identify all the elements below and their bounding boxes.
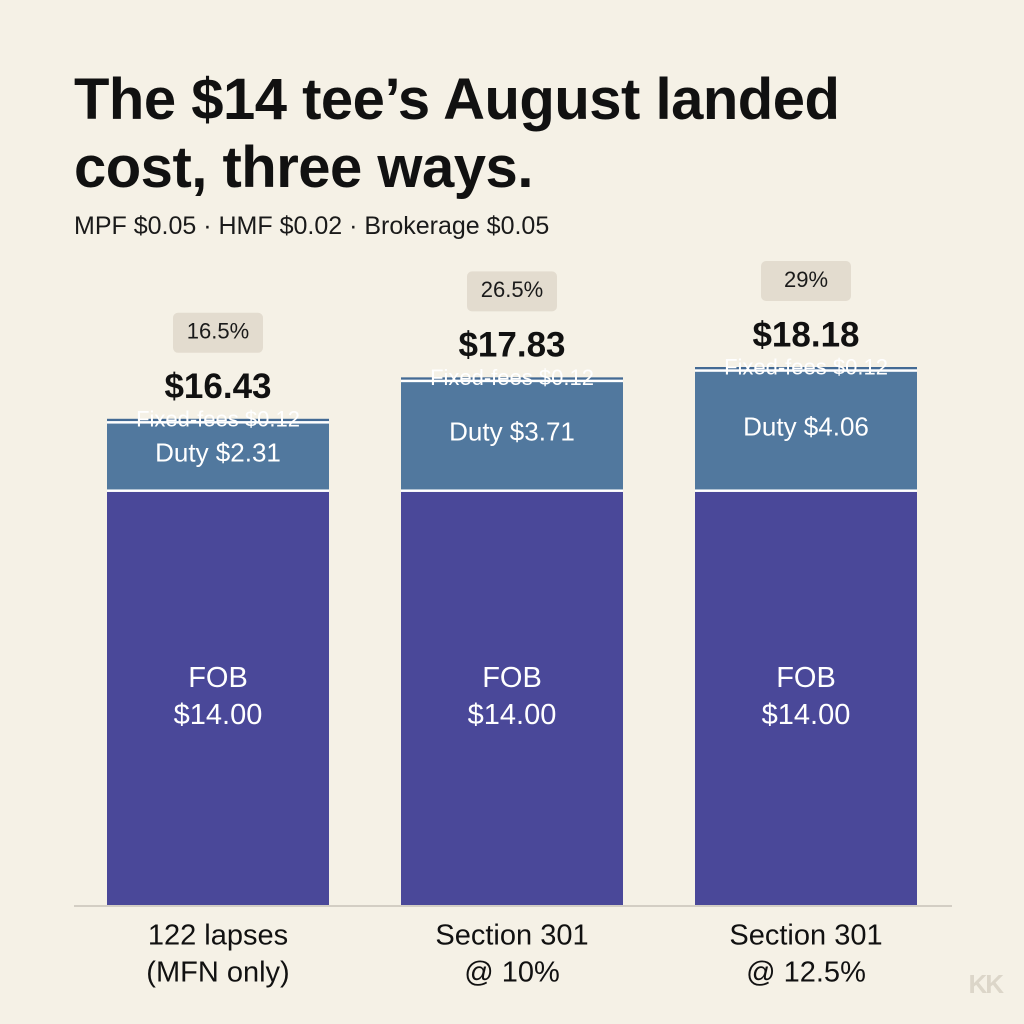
category-label: Section 301	[435, 920, 588, 952]
category-label: Section 301	[729, 920, 882, 952]
duty-segment	[401, 380, 623, 491]
category-label: (MFN only)	[146, 957, 289, 989]
category-label: @ 10%	[464, 957, 560, 989]
duty-label: Duty $3.71	[449, 417, 575, 447]
fob-segment	[695, 490, 917, 905]
fob-label: FOB	[188, 662, 248, 694]
chart-title-line-1: The $14 tee’s August landed	[74, 67, 840, 132]
segment-separator	[695, 489, 917, 492]
bar-group-1: FOB $14.00 Duty $2.31 Fixed-fees $0.12$16.4…	[107, 312, 329, 989]
duty-rate-label: 26.5%	[481, 277, 543, 302]
segment-separator	[107, 421, 329, 424]
bar-total-label: $18.18	[752, 315, 859, 354]
segment-separator	[695, 369, 917, 372]
fob-label: $14.00	[468, 699, 557, 731]
duty-segment	[695, 370, 917, 491]
duty-label: Duty $4.06	[743, 411, 869, 441]
chart-subtitle: MPF $0.05 · HMF $0.02 · Brokerage $0.05	[74, 212, 550, 240]
duty-label: Duty $2.31	[155, 437, 281, 467]
bar-group-2: FOB $14.00 Duty $3.71 Fixed-fees $0.12$17.8…	[401, 271, 623, 989]
category-label: 122 lapses	[148, 920, 288, 952]
duty-rate-badge	[467, 271, 557, 312]
fixed-fees-label: Fixed-fees $0.12	[430, 365, 594, 390]
bar-group-3: FOB $14.00 Duty $4.06 Fixed-fees $0.12$18.1…	[695, 261, 917, 989]
duty-rate-badge	[761, 261, 851, 301]
bar-total-label: $16.43	[164, 367, 271, 406]
fixed-fees-segment	[401, 377, 623, 381]
fob-label: FOB	[776, 662, 836, 694]
duty-segment	[107, 422, 329, 491]
segment-separator	[107, 489, 329, 492]
duty-rate-label: 29%	[784, 267, 828, 292]
fixed-fees-segment	[695, 367, 917, 371]
segment-separator	[401, 489, 623, 492]
fob-segment	[401, 490, 623, 905]
fob-label: $14.00	[174, 699, 263, 731]
segment-separator	[401, 379, 623, 383]
category-label: @ 12.5%	[746, 957, 866, 989]
fob-label: FOB	[482, 662, 542, 694]
fob-segment	[107, 490, 329, 905]
fixed-fees-label: Fixed-fees $0.12	[724, 355, 888, 380]
fixed-fees-label: Fixed-fees $0.12	[136, 406, 300, 431]
fob-label: $14.00	[762, 699, 851, 731]
fixed-fees-segment	[107, 418, 329, 423]
duty-rate-label: 16.5%	[187, 319, 249, 344]
duty-rate-badge	[173, 312, 263, 353]
brand-logo: KK	[968, 969, 1004, 999]
bar-total-label: $17.83	[458, 326, 565, 365]
chart-title: The $14 tee’s August landed cost, three …	[74, 66, 974, 202]
chart-title-line-2: cost, three ways.	[74, 135, 533, 200]
